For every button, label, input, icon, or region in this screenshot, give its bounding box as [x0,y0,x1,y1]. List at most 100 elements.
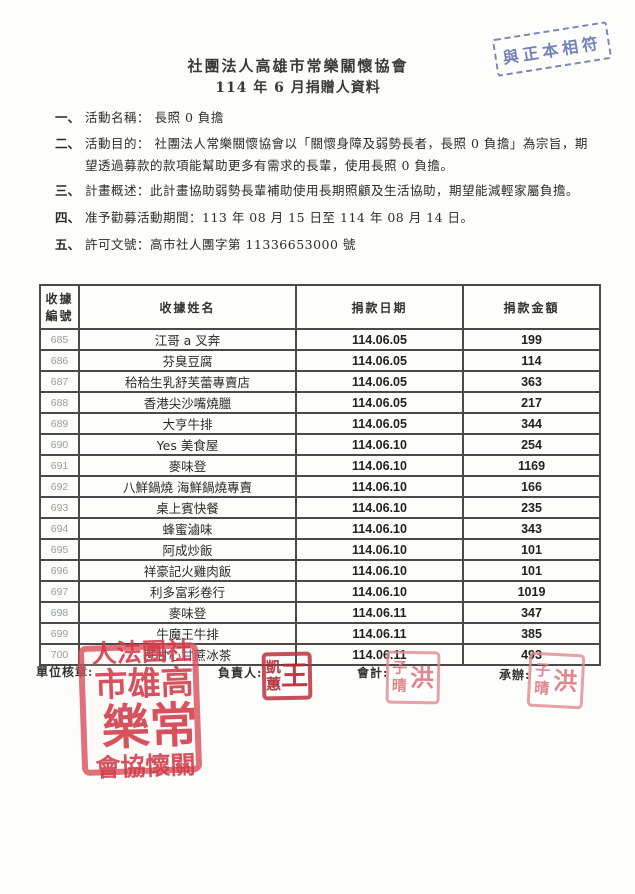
donation-amount-cell: 254 [462,433,601,456]
handler-seal: 洪 子 晴 [526,651,586,710]
header-donation-amount: 捐款金額 [462,284,601,330]
handler-label: 承辦: [499,668,531,682]
receipt-name-cell: 桌上賓快餐 [78,496,297,519]
donation-amount-cell: 166 [462,475,601,498]
header-receipt-no-line1: 收據 [45,292,74,306]
seal-given-name-bottom: 蕙 [265,675,282,694]
organization-seal: 社團法人 高雄市 常樂 關懷協會 [77,637,203,781]
receipt-no-cell: 700 [39,643,80,666]
list-item-plan-summary: 三、 計畫概述：此計畫協助弱勢長輩補助使用長期照顧及生活協助，期望能減輕家屬負擔… [55,180,595,202]
org-seal-column: 關懷協會 [91,750,197,782]
list-item-permit-number: 五、 許可文號：高市社人團字第 11336653000 號 [55,234,595,256]
receipt-no-cell: 695 [39,538,80,561]
item-number: 一、 [55,110,81,125]
receipt-name-cell: 麥味登 [78,454,297,477]
donation-amount-cell: 1019 [462,580,601,603]
donation-amount-cell: 101 [462,559,601,582]
receipt-name-cell: 麥味登 [78,601,297,624]
donation-amount-cell: 199 [462,328,601,351]
item-text: 活動名稱： 長照 0 負擔 [85,110,224,125]
receipt-no-cell: 692 [39,475,80,498]
table-row: 690 Yes 美食屋 114.06.10 254 [39,433,601,456]
receipt-name-cell: 秴秴生乳舒芙蕾專賣店 [78,370,297,393]
seal-given-name-bottom: 晴 [533,678,550,698]
receipt-no-cell: 688 [39,391,80,414]
donation-date-cell: 114.06.10 [295,538,464,561]
donation-date-cell: 114.06.11 [295,622,464,645]
receipt-name-cell: 蜂蜜滷味 [78,517,297,540]
table-row: 696 祥豪記火雞肉飯 114.06.10 101 [39,559,601,582]
receipt-name-cell: 阿成炒飯 [78,538,297,561]
seal-given-name-bottom: 晴 [391,676,408,695]
donation-amount-cell: 344 [462,412,601,435]
receipt-no-cell: 698 [39,601,80,624]
donation-amount-cell: 114 [462,349,601,372]
donation-date-cell: 114.06.05 [295,370,464,393]
receipt-no-cell: 691 [39,454,80,477]
header-receipt-no-line2: 編號 [45,309,74,323]
table-row: 692 八鮮鍋燒 海鮮鍋燒專賣 114.06.10 166 [39,475,601,498]
donation-amount-cell: 493 [462,643,601,666]
receipt-no-cell: 694 [39,517,80,540]
table-row: 688 香港尖沙嘴燒臘 114.06.05 217 [39,391,601,414]
receipt-no-cell: 689 [39,412,80,435]
header-donation-date: 捐款日期 [295,284,464,330]
seal-given-name-top: 凱 [265,657,282,677]
header-receipt-name: 收據姓名 [78,284,297,330]
table-row: 691 麥味登 114.06.10 1169 [39,454,601,477]
item-number: 二、 [55,136,81,151]
donations-table: 收據 編號 收據姓名 捐款日期 捐款金額 685 江哥 a 叉奔 114.06.05… [39,284,601,666]
donation-date-cell: 114.06.05 [295,412,464,435]
table-row: 685 江哥 a 叉奔 114.06.05 199 [39,328,601,351]
table-row: 689 大亨牛排 114.06.05 344 [39,412,601,435]
item-number: 四、 [55,210,81,225]
donation-date-cell: 114.06.10 [295,517,464,540]
receipt-no-cell: 693 [39,496,80,519]
item-text: 准予勸募活動期間：113 年 08 月 15 日至 114 年 08 月 14 … [85,210,474,225]
donation-date-cell: 114.06.05 [295,391,464,414]
seal-surname: 王 [280,660,309,692]
table-row: 686 芬臭豆腐 114.06.05 114 [39,349,601,372]
list-item-fundraising-period: 四、 准予勸募活動期間：113 年 08 月 15 日至 114 年 08 月 … [55,207,595,229]
responsible-person-seal: 王 凱 蕙 [261,651,313,701]
receipt-name-cell: 大亨牛排 [78,412,297,435]
donation-date-cell: 114.06.05 [295,328,464,351]
list-item-activity-purpose: 二、 活動目的： 社團法人常樂關懷協會以「關懷身障及弱勢長者，長照 0 負擔」為… [55,133,595,177]
accountant-seal: 洪 子 晴 [385,650,441,705]
receipt-no-cell: 696 [39,559,80,582]
receipt-name-cell: Yes 美食屋 [78,433,297,456]
receipt-no-cell: 697 [39,580,80,603]
donation-date-cell: 114.06.10 [295,496,464,519]
donation-date-cell: 114.06.10 [295,475,464,498]
donation-amount-cell: 101 [462,538,601,561]
donation-amount-cell: 385 [462,622,601,645]
donation-date-cell: 114.06.10 [295,454,464,477]
donation-amount-cell: 217 [462,391,601,414]
item-number: 五、 [55,237,81,252]
donation-amount-cell: 1169 [462,454,601,477]
unit-seal-label: 單位核章: [36,665,94,679]
table-row: 699 牛魔王牛排 114.06.11 385 [39,622,601,645]
receipt-no-cell: 687 [39,370,80,393]
item-text: 許可文號：高市社人團字第 11336653000 號 [85,237,356,252]
org-seal-column: 常樂 [91,698,198,755]
accountant-label: 會計: [357,666,389,680]
receipt-name-cell: 利多富彩卷行 [78,580,297,603]
receipt-name-cell: 江哥 a 叉奔 [78,328,297,351]
donation-date-cell: 114.06.10 [295,433,464,456]
item-text: 計畫概述：此計畫協助弱勢長輩補助使用長期照顧及生活協助，期望能減輕家屬負擔。 [85,183,580,198]
org-seal-column: 高雄市 [88,663,195,703]
document-title: 114 年 6 月捐贈人資料 [215,80,381,96]
seal-given-name-top: 子 [391,658,408,678]
donation-amount-cell: 347 [462,601,601,624]
seal-surname: 洪 [409,662,435,692]
donation-date-cell: 114.06.10 [295,559,464,582]
receipt-no-cell: 686 [39,349,80,372]
receipt-name-cell: 牛魔王牛排 [78,622,297,645]
receipt-name-cell: 香港尖沙嘴燒臘 [78,391,297,414]
table-row: 700 蔗甘心甘蔗冰茶 114.06.11 493 [39,643,601,666]
table-row: 695 阿成炒飯 114.06.10 101 [39,538,601,561]
donation-date-cell: 114.06.10 [295,580,464,603]
donation-date-cell: 114.06.11 [295,643,464,666]
